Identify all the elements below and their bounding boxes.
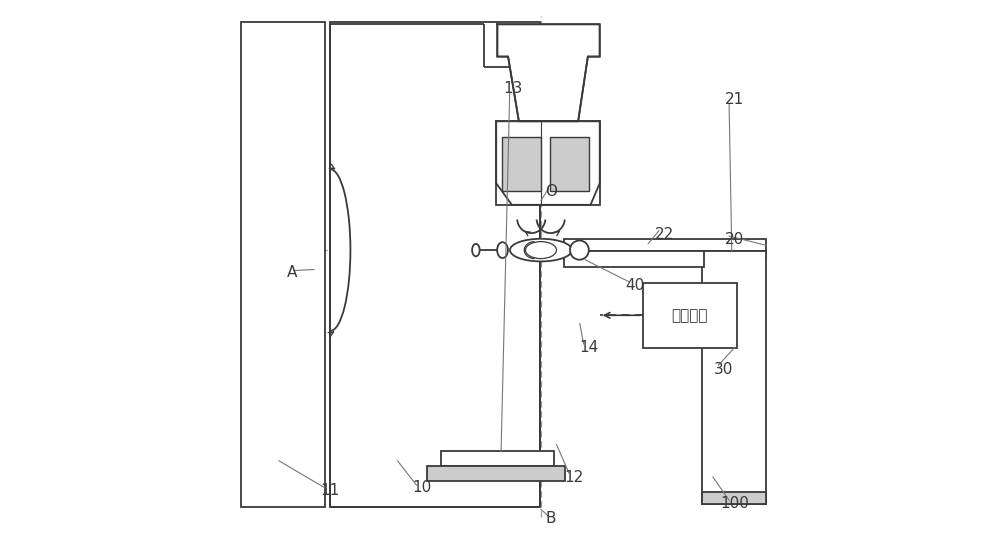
Ellipse shape (497, 242, 508, 258)
Bar (564, 251, 766, 259)
Bar (643, 283, 737, 348)
Bar (564, 251, 704, 267)
Bar (564, 239, 766, 251)
Text: 20: 20 (725, 232, 744, 247)
Bar (502, 137, 541, 191)
Text: 12: 12 (565, 469, 584, 485)
Bar (441, 451, 554, 466)
Text: 13: 13 (504, 81, 523, 96)
Text: 14: 14 (579, 340, 599, 355)
Text: 40: 40 (625, 278, 644, 293)
Bar (330, 22, 540, 507)
Polygon shape (497, 24, 600, 121)
Bar (427, 466, 565, 481)
Text: 10: 10 (412, 480, 431, 495)
Text: B: B (546, 511, 556, 526)
Ellipse shape (570, 240, 589, 260)
Text: 30: 30 (714, 362, 733, 377)
Text: 22: 22 (655, 227, 674, 242)
Text: 21: 21 (725, 92, 744, 107)
Text: 100: 100 (720, 496, 749, 512)
Text: 驱动组件: 驱动组件 (672, 308, 708, 323)
Text: O: O (545, 184, 557, 199)
Text: 11: 11 (321, 483, 340, 498)
Ellipse shape (525, 241, 556, 259)
Bar (702, 251, 766, 504)
Ellipse shape (472, 244, 480, 257)
Bar (550, 137, 589, 191)
Bar (241, 22, 325, 507)
Text: A: A (287, 265, 298, 280)
Bar (702, 492, 766, 504)
Ellipse shape (510, 239, 572, 261)
Bar (496, 121, 600, 205)
